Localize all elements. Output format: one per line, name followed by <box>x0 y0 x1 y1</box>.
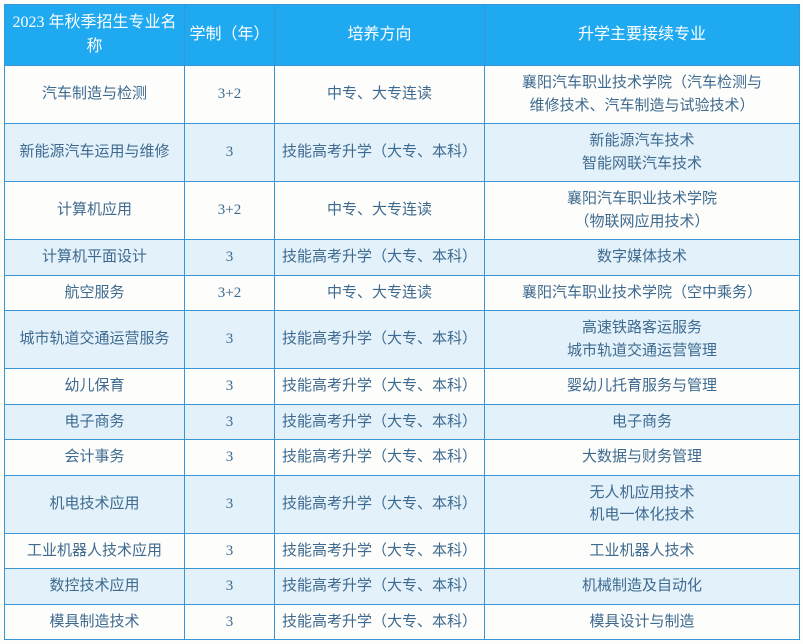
table-cell: 3 <box>185 533 275 569</box>
table-cell: 3 <box>185 569 275 605</box>
col-header-direction: 培养方向 <box>275 5 485 66</box>
table-cell: 技能高考升学（大专、本科） <box>275 369 485 405</box>
table-cell: 技能高考升学（大专、本科） <box>275 240 485 276</box>
table-cell: 襄阳汽车职业技术学院（空中乘务） <box>485 275 800 311</box>
table-body: 汽车制造与检测3+2中专、大专连读襄阳汽车职业技术学院（汽车检测与维修技术、汽车… <box>5 66 800 640</box>
table-cell: 幼儿保育 <box>5 369 185 405</box>
table-cell: 模具设计与制造 <box>485 604 800 640</box>
table-cell: 3 <box>185 124 275 182</box>
table-cell: 数控技术应用 <box>5 569 185 605</box>
table-cell: 电子商务 <box>5 404 185 440</box>
table-row: 模具制造技术3技能高考升学（大专、本科）模具设计与制造 <box>5 604 800 640</box>
table-cell: 中专、大专连读 <box>275 66 485 124</box>
table-row: 计算机应用3+2中专、大专连读襄阳汽车职业技术学院（物联网应用技术） <box>5 182 800 240</box>
table-cell: 技能高考升学（大专、本科） <box>275 475 485 533</box>
table-cell: 工业机器人技术应用 <box>5 533 185 569</box>
table-cell: 电子商务 <box>485 404 800 440</box>
table-cell: 大数据与财务管理 <box>485 440 800 476</box>
table-cell: 技能高考升学（大专、本科） <box>275 124 485 182</box>
table-cell: 技能高考升学（大专、本科） <box>275 440 485 476</box>
table-row: 航空服务3+2中专、大专连读襄阳汽车职业技术学院（空中乘务） <box>5 275 800 311</box>
table-cell: 技能高考升学（大专、本科） <box>275 533 485 569</box>
table-cell: 高速铁路客运服务城市轨道交通运营管理 <box>485 311 800 369</box>
table-cell: 工业机器人技术 <box>485 533 800 569</box>
table-cell: 模具制造技术 <box>5 604 185 640</box>
table-cell: 技能高考升学（大专、本科） <box>275 604 485 640</box>
table-cell: 机械制造及自动化 <box>485 569 800 605</box>
table-cell: 计算机应用 <box>5 182 185 240</box>
table-cell: 城市轨道交通运营服务 <box>5 311 185 369</box>
table-row: 数控技术应用3技能高考升学（大专、本科）机械制造及自动化 <box>5 569 800 605</box>
table-cell: 3 <box>185 440 275 476</box>
table-cell: 无人机应用技术机电一体化技术 <box>485 475 800 533</box>
table-row: 会计事务3技能高考升学（大专、本科）大数据与财务管理 <box>5 440 800 476</box>
table-cell: 3+2 <box>185 66 275 124</box>
table-cell: 中专、大专连读 <box>275 275 485 311</box>
table-row: 计算机平面设计3技能高考升学（大专、本科）数字媒体技术 <box>5 240 800 276</box>
table-cell: 计算机平面设计 <box>5 240 185 276</box>
col-header-upgrade: 升学主要接续专业 <box>485 5 800 66</box>
table-row: 城市轨道交通运营服务3技能高考升学（大专、本科）高速铁路客运服务城市轨道交通运营… <box>5 311 800 369</box>
table-cell: 中专、大专连读 <box>275 182 485 240</box>
table-cell: 3 <box>185 475 275 533</box>
table-row: 工业机器人技术应用3技能高考升学（大专、本科）工业机器人技术 <box>5 533 800 569</box>
table-cell: 3+2 <box>185 182 275 240</box>
table-cell: 襄阳汽车职业技术学院（物联网应用技术） <box>485 182 800 240</box>
table-cell: 技能高考升学（大专、本科） <box>275 311 485 369</box>
table-cell: 汽车制造与检测 <box>5 66 185 124</box>
table-cell: 3 <box>185 369 275 405</box>
table-cell: 技能高考升学（大专、本科） <box>275 569 485 605</box>
table-cell: 3 <box>185 311 275 369</box>
table-row: 电子商务3技能高考升学（大专、本科）电子商务 <box>5 404 800 440</box>
col-header-major: 2023 年秋季招生专业名称 <box>5 5 185 66</box>
table-cell: 3+2 <box>185 275 275 311</box>
table-cell: 技能高考升学（大专、本科） <box>275 404 485 440</box>
table-cell: 数字媒体技术 <box>485 240 800 276</box>
col-header-years: 学制（年） <box>185 5 275 66</box>
table-row: 幼儿保育3技能高考升学（大专、本科）婴幼儿托育服务与管理 <box>5 369 800 405</box>
table-cell: 3 <box>185 404 275 440</box>
table-cell: 3 <box>185 240 275 276</box>
table-cell: 新能源汽车运用与维修 <box>5 124 185 182</box>
table-row: 机电技术应用3技能高考升学（大专、本科）无人机应用技术机电一体化技术 <box>5 475 800 533</box>
table-row: 汽车制造与检测3+2中专、大专连读襄阳汽车职业技术学院（汽车检测与维修技术、汽车… <box>5 66 800 124</box>
table-row: 新能源汽车运用与维修3技能高考升学（大专、本科）新能源汽车技术智能网联汽车技术 <box>5 124 800 182</box>
table-cell: 婴幼儿托育服务与管理 <box>485 369 800 405</box>
table-head: 2023 年秋季招生专业名称 学制（年） 培养方向 升学主要接续专业 <box>5 5 800 66</box>
table-cell: 会计事务 <box>5 440 185 476</box>
majors-table: 2023 年秋季招生专业名称 学制（年） 培养方向 升学主要接续专业 汽车制造与… <box>4 4 800 640</box>
table-cell: 襄阳汽车职业技术学院（汽车检测与维修技术、汽车制造与试验技术） <box>485 66 800 124</box>
table-cell: 机电技术应用 <box>5 475 185 533</box>
table-cell: 新能源汽车技术智能网联汽车技术 <box>485 124 800 182</box>
table-cell: 3 <box>185 604 275 640</box>
table-cell: 航空服务 <box>5 275 185 311</box>
